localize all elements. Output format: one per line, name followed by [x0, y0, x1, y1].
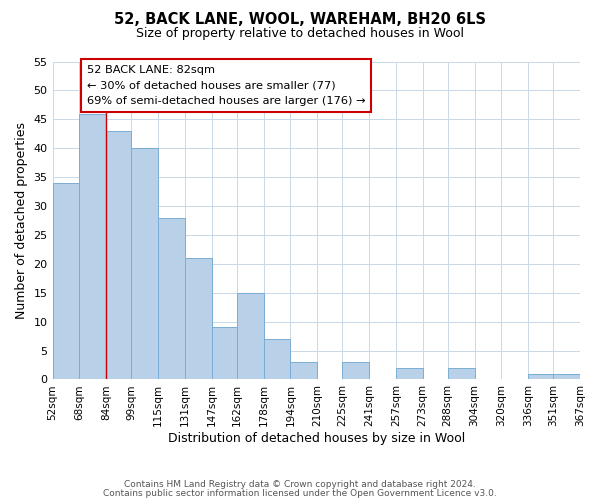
Bar: [212, 328, 237, 380]
Bar: [290, 362, 317, 380]
Y-axis label: Number of detached properties: Number of detached properties: [15, 122, 28, 319]
Bar: [528, 374, 553, 380]
Text: 52 BACK LANE: 82sqm
← 30% of detached houses are smaller (77)
69% of semi-detach: 52 BACK LANE: 82sqm ← 30% of detached ho…: [87, 64, 365, 106]
Text: 52, BACK LANE, WOOL, WAREHAM, BH20 6LS: 52, BACK LANE, WOOL, WAREHAM, BH20 6LS: [114, 12, 486, 28]
Text: Contains HM Land Registry data © Crown copyright and database right 2024.: Contains HM Land Registry data © Crown c…: [124, 480, 476, 489]
Bar: [79, 114, 106, 380]
Bar: [263, 339, 290, 380]
Bar: [237, 292, 263, 380]
Bar: [553, 374, 580, 380]
Bar: [185, 258, 212, 380]
Bar: [53, 183, 79, 380]
Bar: [448, 368, 475, 380]
X-axis label: Distribution of detached houses by size in Wool: Distribution of detached houses by size …: [167, 432, 465, 445]
Bar: [396, 368, 422, 380]
Text: Contains public sector information licensed under the Open Government Licence v3: Contains public sector information licen…: [103, 488, 497, 498]
Bar: [131, 148, 158, 380]
Bar: [106, 131, 131, 380]
Bar: [342, 362, 369, 380]
Text: Size of property relative to detached houses in Wool: Size of property relative to detached ho…: [136, 28, 464, 40]
Bar: [158, 218, 185, 380]
